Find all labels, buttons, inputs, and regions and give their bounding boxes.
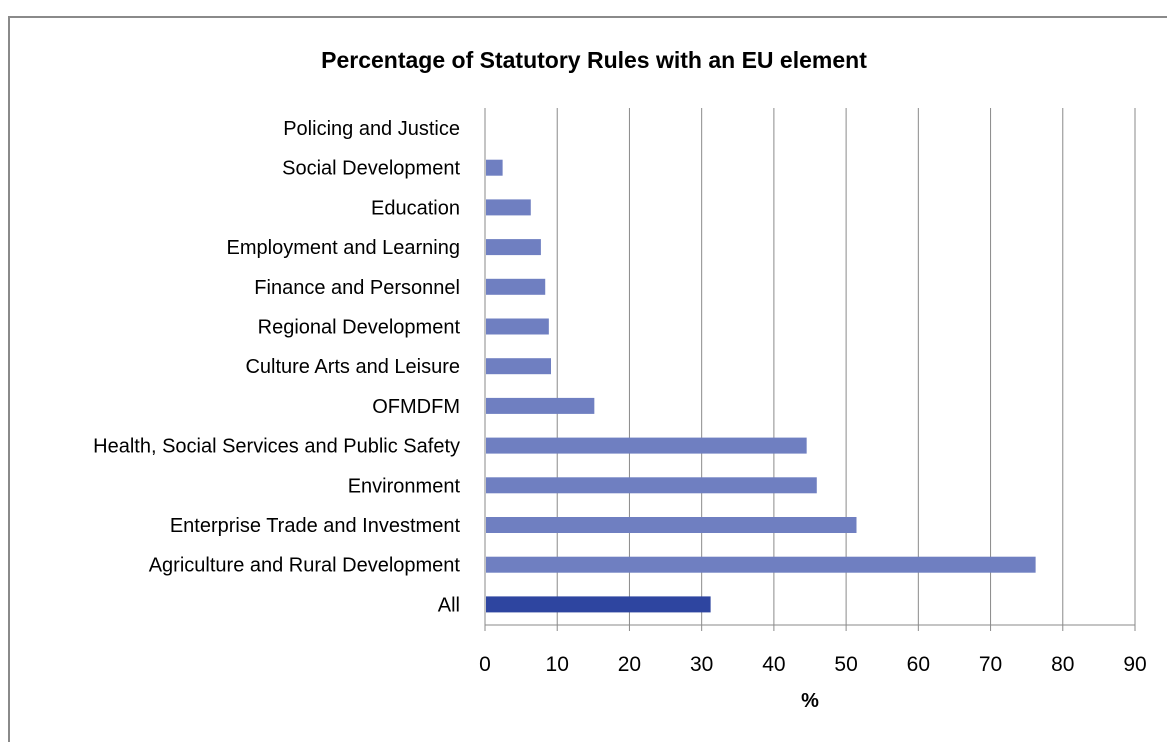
bar-culture-arts-and-leisure — [486, 358, 551, 375]
bar-social-development — [486, 159, 503, 176]
grid-lines — [556, 108, 1136, 625]
category-label: Regional Development — [258, 317, 461, 339]
bar-regional-development — [486, 318, 549, 335]
category-label: Policing and Justice — [283, 118, 460, 140]
category-label: Finance and Personnel — [254, 277, 460, 299]
bars — [486, 159, 1036, 613]
category-label: OFMDFM — [372, 396, 460, 418]
x-tick-label: 20 — [618, 653, 641, 676]
bar-health-social-services-and-public-safety — [486, 437, 807, 454]
x-axis-label: % — [801, 690, 819, 712]
chart-title: Percentage of Statutory Rules with an EU… — [321, 47, 867, 73]
category-label: Social Development — [282, 158, 460, 180]
category-label: Agriculture and Rural Development — [149, 555, 461, 577]
bar-environment — [486, 477, 817, 494]
category-label: Culture Arts and Leisure — [245, 356, 460, 378]
x-tick-label: 80 — [1051, 653, 1074, 676]
category-label: Employment and Learning — [227, 237, 460, 259]
x-tick-label: 60 — [907, 653, 930, 676]
bar-ofmdfm — [486, 397, 595, 414]
x-tick-label: 70 — [979, 653, 1002, 676]
bar-employment-and-learning — [486, 239, 541, 256]
category-label: Enterprise Trade and Investment — [170, 515, 461, 537]
bar-finance-and-personnel — [486, 278, 546, 295]
x-tick-label: 40 — [762, 653, 785, 676]
category-label: Health, Social Services and Public Safet… — [93, 436, 460, 458]
category-label: Education — [371, 197, 460, 219]
axes — [484, 108, 1136, 631]
x-tick-label: 0 — [479, 653, 491, 676]
category-labels: Policing and Justice Social Development Ed… — [93, 118, 460, 616]
bar-all — [486, 596, 711, 613]
x-tick-label: 50 — [834, 653, 857, 676]
bar-enterprise-trade-and-investment — [486, 517, 857, 533]
x-tick-label: 90 — [1123, 653, 1146, 676]
category-label: Environment — [348, 475, 461, 497]
x-tick-label: 10 — [546, 653, 569, 676]
x-tick-label: 30 — [690, 653, 713, 676]
bar-education — [486, 199, 531, 216]
bar-agriculture-and-rural-development — [486, 556, 1036, 573]
x-tick-labels: 0 10 20 30 40 50 60 70 80 90 — [479, 653, 1147, 676]
category-label: All — [438, 594, 460, 616]
